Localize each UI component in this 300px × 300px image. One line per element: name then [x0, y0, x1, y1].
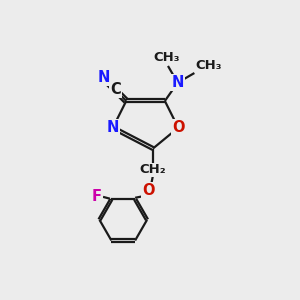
Text: N: N [172, 75, 184, 90]
Text: O: O [142, 183, 155, 198]
Text: N: N [107, 120, 119, 135]
Text: CH₂: CH₂ [140, 164, 166, 176]
Text: F: F [92, 189, 102, 204]
Text: CH₃: CH₃ [153, 52, 180, 64]
Text: N: N [98, 70, 110, 85]
Text: C: C [110, 82, 121, 97]
Text: O: O [172, 120, 184, 135]
Text: CH₃: CH₃ [196, 58, 222, 72]
